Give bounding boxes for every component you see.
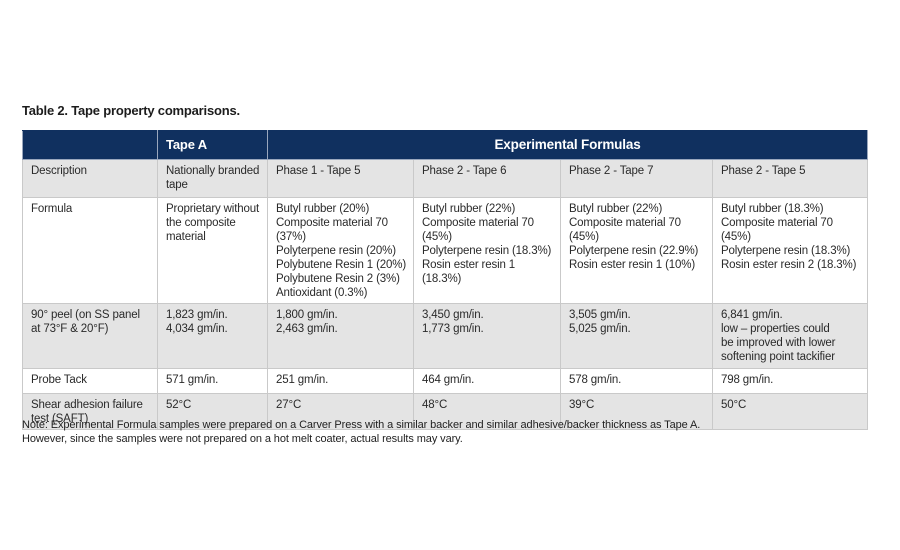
table-row-saft: Shear adhesion failure test (SAFT) 52°C … (22, 393, 869, 430)
cell-phase2-tape7-description: Phase 2 - Tape 7 (560, 159, 713, 198)
cell-tape-a-saft: 52°C (157, 393, 268, 430)
table-caption: Table 2. Tape property comparisons. (22, 103, 240, 118)
table-row-probe-tack: Probe Tack 571 gm/in. 251 gm/in. 464 gm/… (22, 368, 869, 394)
row-label: Description (22, 159, 158, 198)
cell-phase2-tape5-formula: Butyl rubber (18.3%) Composite material … (711, 197, 869, 304)
cell-phase1-tape5-formula: Butyl rubber (20%) Composite material 70… (267, 197, 414, 304)
header-experimental-formulas: Experimental Formulas (266, 130, 869, 160)
row-label: Formula (22, 197, 158, 304)
cell-phase1-tape5-peel: 1,800 gm/in. 2,463 gm/in. (267, 303, 414, 369)
cell-phase2-tape5-saft: 50°C (711, 393, 869, 430)
cell-phase2-tape7-peel: 3,505 gm/in. 5,025 gm/in. (560, 303, 713, 369)
cell-phase2-tape6-peel: 3,450 gm/in. 1,773 gm/in. (413, 303, 561, 369)
cell-phase2-tape6-saft: 48°C (413, 393, 561, 430)
cell-phase2-tape6-description: Phase 2 - Tape 6 (413, 159, 561, 198)
cell-tape-a-probe-tack: 571 gm/in. (157, 368, 268, 394)
cell-phase1-tape5-description: Phase 1 - Tape 5 (267, 159, 414, 198)
cell-phase2-tape7-saft: 39°C (560, 393, 713, 430)
cell-tape-a-description: Nationally branded tape (157, 159, 268, 198)
cell-phase2-tape6-probe-tack: 464 gm/in. (413, 368, 561, 394)
cell-phase2-tape7-probe-tack: 578 gm/in. (560, 368, 713, 394)
cell-tape-a-peel: 1,823 gm/in. 4,034 gm/in. (157, 303, 268, 369)
table-footnote: Note: Experimental Formula samples were … (22, 419, 701, 445)
table-row-peel: 90° peel (on SS panel at 73°F & 20°F) 1,… (22, 303, 869, 369)
row-label: Probe Tack (22, 368, 158, 394)
row-label: 90° peel (on SS panel at 73°F & 20°F) (22, 303, 158, 369)
header-tape-a: Tape A (157, 130, 268, 160)
cell-phase2-tape5-probe-tack: 798 gm/in. (711, 368, 869, 394)
header-corner-cell (22, 130, 158, 160)
cell-phase1-tape5-saft: 27°C (267, 393, 414, 430)
cell-phase2-tape6-formula: Butyl rubber (22%) Composite material 70… (413, 197, 561, 304)
table-row-description: Description Nationally branded tape Phas… (22, 159, 869, 198)
table-row-formula: Formula Proprietary without the composit… (22, 197, 869, 304)
cell-phase2-tape5-description: Phase 2 - Tape 5 (711, 159, 869, 198)
tape-property-table: Tape A Experimental Formulas Description… (22, 130, 869, 430)
cell-phase1-tape5-probe-tack: 251 gm/in. (267, 368, 414, 394)
table-header-row: Tape A Experimental Formulas (22, 130, 869, 160)
cell-tape-a-formula: Proprietary without the composite materi… (157, 197, 268, 304)
row-label: Shear adhesion failure test (SAFT) (22, 393, 158, 430)
cell-phase2-tape5-peel: 6,841 gm/in. low – properties could be i… (711, 303, 869, 369)
cell-phase2-tape7-formula: Butyl rubber (22%) Composite material 70… (560, 197, 713, 304)
